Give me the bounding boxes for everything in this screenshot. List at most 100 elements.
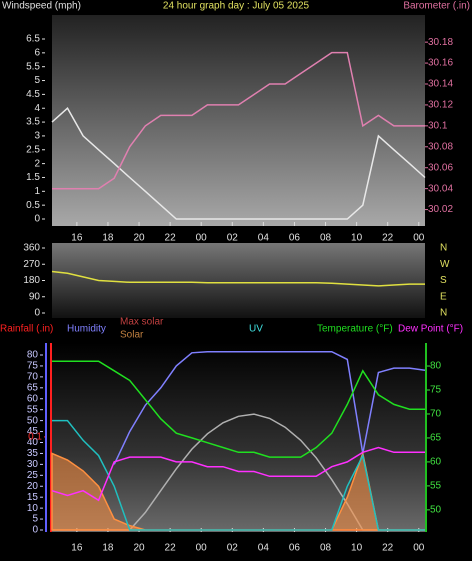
x-tick-label: 04 bbox=[258, 233, 270, 244]
plot-area bbox=[52, 15, 425, 226]
legend-label: Max solar bbox=[120, 317, 164, 328]
x-tick-label: 00 bbox=[413, 543, 425, 554]
y2ticks-label: 30.12 bbox=[428, 100, 453, 111]
yticks-label: 5 bbox=[32, 514, 38, 525]
x-tick-label: 22 bbox=[382, 543, 394, 554]
x-tick-label: 16 bbox=[71, 543, 83, 554]
yticks-label: 5 bbox=[34, 75, 40, 86]
line bbox=[52, 360, 425, 458]
yticks-label: 80 bbox=[27, 350, 39, 361]
yticks-label: 1.5 bbox=[26, 172, 40, 183]
x-tick-label: 06 bbox=[289, 233, 301, 244]
yticks-label: 20 bbox=[27, 481, 39, 492]
line bbox=[51, 107, 426, 220]
legend-label: Temperature (°F) bbox=[317, 324, 393, 335]
y2ticks-label: 80 bbox=[430, 361, 442, 372]
yticks-label: 35 bbox=[27, 448, 39, 459]
y2ticks-label: 75 bbox=[430, 385, 442, 396]
yticks-label: 1 bbox=[34, 186, 40, 197]
x-tick-label: 16 bbox=[71, 233, 83, 244]
x-tick-label: 08 bbox=[320, 233, 332, 244]
yticks-label: 4 bbox=[34, 103, 40, 114]
x-tick-label: 18 bbox=[102, 233, 114, 244]
yticks-label: 15 bbox=[27, 492, 39, 503]
x-tick-label: 22 bbox=[382, 233, 394, 244]
compass-label: N bbox=[440, 243, 447, 254]
yticks-label: 270 bbox=[23, 259, 40, 270]
yticks-label: 3 bbox=[34, 131, 40, 142]
yticks-label: 0 bbox=[34, 308, 40, 319]
yticks-label: 90 bbox=[29, 291, 41, 302]
y2ticks-label: 30.18 bbox=[428, 37, 453, 48]
yticks-label: 180 bbox=[23, 275, 40, 286]
x-tick-label: 04 bbox=[258, 543, 270, 554]
yticks-label: 30 bbox=[27, 459, 39, 470]
x-tick-label: 08 bbox=[320, 543, 332, 554]
yticks-label: 45 bbox=[27, 426, 39, 437]
legend-label: UV bbox=[249, 324, 263, 335]
line bbox=[51, 446, 425, 502]
compass-label: E bbox=[440, 291, 447, 302]
x-tick-label: 20 bbox=[133, 233, 145, 244]
x-tick-label: 02 bbox=[227, 543, 239, 554]
yticks-label: 65 bbox=[27, 382, 39, 393]
yticks-label: 4.5 bbox=[26, 89, 40, 100]
yticks-label: 2 bbox=[34, 158, 40, 169]
legend-label: Dew Point (°F) bbox=[398, 324, 463, 335]
y3ticks-label: 0.1 bbox=[28, 432, 42, 443]
yticks-label: 6 bbox=[34, 47, 40, 58]
x-tick-label: 00 bbox=[413, 233, 425, 244]
y2ticks-label: 30.16 bbox=[428, 58, 453, 69]
yticks-label: 0.5 bbox=[26, 200, 40, 211]
yticks-label: 55 bbox=[27, 404, 39, 415]
yticks-label: 6.5 bbox=[26, 34, 40, 45]
legend-label: Humidity bbox=[67, 324, 106, 335]
x-tick-label: 00 bbox=[196, 233, 208, 244]
yticks-label: 10 bbox=[27, 503, 39, 514]
compass-label: W bbox=[440, 259, 450, 270]
y2ticks-label: 55 bbox=[430, 481, 442, 492]
legend-label: Solar bbox=[120, 330, 144, 341]
yticks-label: 70 bbox=[27, 372, 39, 383]
y2-axis-title: Barometer (.in) bbox=[403, 1, 470, 12]
compass-label: N bbox=[440, 308, 447, 319]
y2ticks-label: 60 bbox=[430, 457, 442, 468]
y-axis-title: Windspeed (mph) bbox=[2, 1, 81, 12]
x-tick-label: 10 bbox=[351, 543, 363, 554]
yticks-label: 40 bbox=[27, 437, 39, 448]
yticks-label: 60 bbox=[27, 393, 39, 404]
yticks-label: 75 bbox=[27, 361, 39, 372]
x-tick-label: 18 bbox=[102, 543, 114, 554]
line bbox=[52, 419, 425, 531]
compass-label: S bbox=[440, 275, 447, 286]
y2ticks-label: 65 bbox=[430, 433, 442, 444]
yticks-label: 0 bbox=[32, 525, 38, 536]
y2ticks-label: 30.08 bbox=[428, 141, 453, 152]
line bbox=[52, 51, 425, 190]
x-tick-label: 20 bbox=[133, 543, 145, 554]
x-tick-label: 02 bbox=[227, 233, 239, 244]
x-tick-label: 22 bbox=[165, 543, 177, 554]
y2ticks-label: 30.06 bbox=[428, 162, 453, 173]
x-tick-label: 10 bbox=[351, 233, 363, 244]
yticks-label: 3.5 bbox=[26, 117, 40, 128]
y2ticks-label: 30.02 bbox=[428, 204, 453, 215]
yticks-label: 5.5 bbox=[26, 61, 40, 72]
yticks-label: 2.5 bbox=[26, 144, 40, 155]
plot-area bbox=[52, 243, 425, 318]
y2ticks-label: 50 bbox=[430, 505, 442, 516]
y2ticks-label: 30.04 bbox=[428, 183, 453, 194]
yticks-label: 50 bbox=[27, 415, 39, 426]
yticks-label: 25 bbox=[27, 470, 39, 481]
chart-title: 24 hour graph day : July 05 2025 bbox=[163, 1, 310, 12]
yticks-label: 0 bbox=[34, 214, 40, 225]
line bbox=[113, 350, 426, 465]
yticks-label: 360 bbox=[23, 243, 40, 254]
x-tick-label: 06 bbox=[289, 543, 301, 554]
x-tick-label: 00 bbox=[196, 543, 208, 554]
y2ticks-label: 30.1 bbox=[428, 121, 448, 132]
line bbox=[51, 270, 425, 287]
y2ticks-label: 30.14 bbox=[428, 79, 453, 90]
